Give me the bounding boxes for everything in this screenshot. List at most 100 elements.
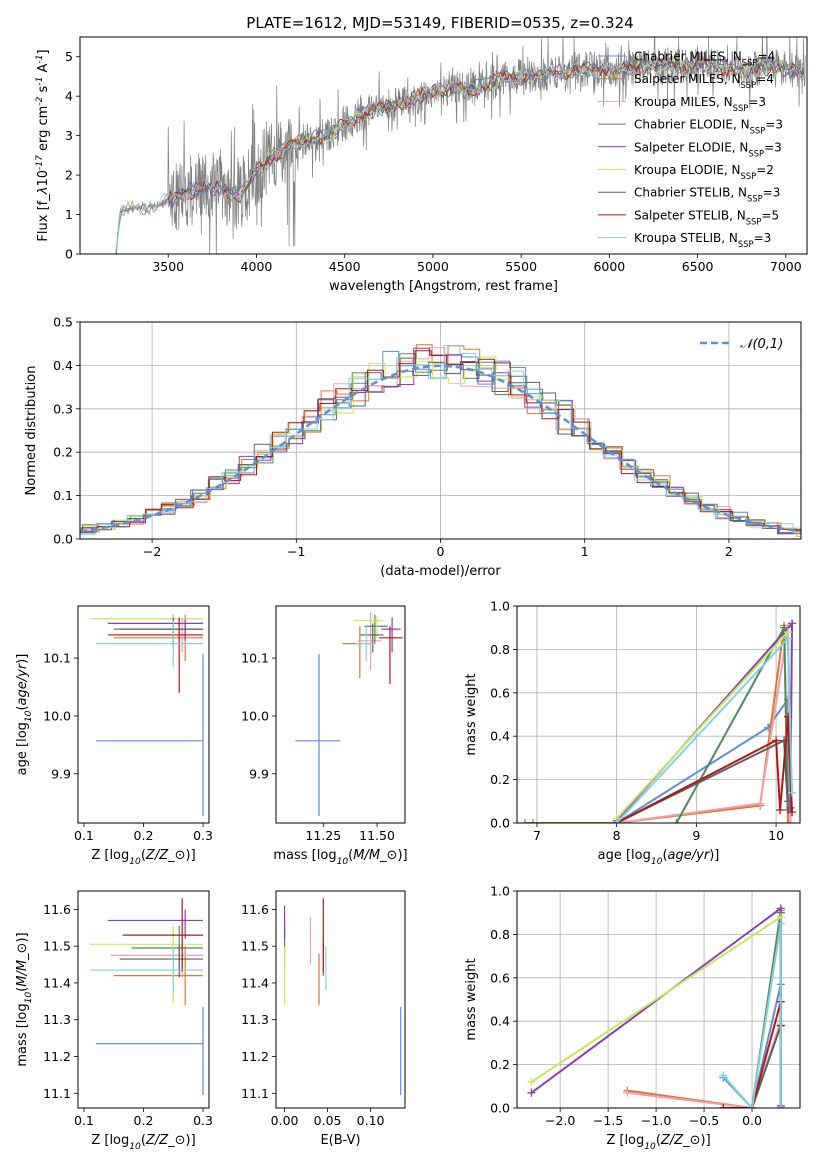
y-tick-label: 0.4 [490,1014,510,1029]
text-run: SSP [742,58,758,68]
text-run: =3 [764,140,782,154]
y-tick-label: 0.0 [490,816,510,831]
legend-label: Chabrier MILES, NSSP=4 [634,50,775,68]
y-tick-label: 9.9 [51,766,71,781]
y-axis-label: Flux [f_λ10-17 erg cm-2 s-1 A-1] [35,49,51,241]
plot-area [284,898,402,1096]
x-tick-label: 0.0 [742,1113,762,1128]
text-run: )] [701,1133,711,1148]
x-axis-label: Z [log10(Z/Z_⊙)] [91,1133,195,1152]
y-tick-label: 0.8 [490,642,510,657]
weight-marker-chabrier-elodie [672,819,681,823]
x-axis-label: Z [log10(Z/Z_⊙)] [606,1133,710,1152]
x-tick-label: 0.2 [134,828,154,843]
plot-area [520,619,797,823]
histogram-chabrier-miles [80,350,801,535]
weight-marker-kroupa-stelib [612,819,621,823]
text-run: Z/Z_⊙ [660,1133,701,1148]
weight-marker-salpeter-miles [528,819,537,823]
text-run: Z/Z_⊙ [145,1133,186,1148]
y-tick-label: 11.4 [43,975,71,990]
text-run: ( [662,848,667,863]
spectrum-panel: 3500 4000 4500 5000 5500 6000 6500 7000 0 1 2 3 4 5 wa… [35,36,808,294]
text-run: age/yr [15,662,30,705]
mass-vs-ebv-panel: 0.00 0.05 0.10 11.1 11.2 11.3 11.4 11.5 11.6 E(B-… [241,890,406,1148]
x-axis-label: (data-model)/error [380,564,501,579]
text-run: mass [log [15,1003,30,1066]
x-tick-label: 7 [533,828,541,843]
weight-marker-salpeter-stelib [776,805,785,814]
y-tick-label: 11.5 [241,939,269,954]
weight-line-kroupa-stelib [615,636,793,823]
y-tick-label: 11.1 [43,1086,71,1101]
y-tick-label: 10.1 [241,651,269,666]
x-tick-label: 6000 [593,259,625,274]
model-spectrum-chabrier-elodie [167,56,804,207]
text-run: )] [15,654,30,664]
text-run: E(B-V) [320,1133,360,1148]
y-axis-label: mass weight [464,673,479,755]
axes-frame [77,890,210,1109]
text-run: ( [15,705,30,710]
x-tick-label: 0 [437,544,445,559]
y-tick-label: 0.2 [490,1057,510,1072]
y-tick-label: 4 [65,89,73,104]
text-run: SSP [748,148,764,158]
y-tick-label: 11.2 [43,1049,71,1064]
y-tick-label: 11.6 [241,902,269,917]
figure-title: PLATE=1612, MJD=53149, FIBERID=0535, z=0… [246,14,633,32]
weight-marker-kroupa-miles [623,1088,632,1097]
y-tick-label: 5 [65,49,73,64]
y-tick-label: 11.3 [241,1012,269,1027]
x-tick-label: 0.3 [193,828,213,843]
text-run: erg cm [36,106,51,155]
weight-marker-chabrier-miles [520,819,529,823]
text-run: M/M_⊙ [15,943,30,987]
mass-weight-vs-metallicity-panel: −2.0 −1.5 −1.0 −0.5 0.0 0.0 0.2 0.4 0.6 0.8 1.0 Z [… [464,884,801,1152]
text-run: age [log [598,848,651,863]
text-run: =3 [754,231,772,245]
text-run: Chabrier MILES, N [634,50,742,64]
text-run: (data-model)/error [380,564,501,579]
y-tick-label: 10.0 [43,708,71,723]
histogram-kroupa-stelib [80,345,801,535]
axes-frame [275,605,406,824]
text-run: =3 [748,95,766,109]
y-tick-label: 11.4 [241,975,269,990]
axes-frame [516,605,801,824]
weight-marker-kroupa-stelib [784,634,793,643]
x-tick-label: −2.0 [545,1113,575,1128]
x-tick-label: 10 [768,828,784,843]
text-run: ( [656,1133,661,1148]
x-tick-label: −1.0 [641,1113,671,1128]
text-run: =3 [763,186,781,200]
text-run: Z [log [606,1133,644,1148]
x-tick-label: 0.1 [74,1113,94,1128]
text-run: ( [141,1133,146,1148]
text-run: SSP [741,171,757,181]
y-tick-label: 11.2 [241,1049,269,1064]
weight-marker-salpeter-miles [784,819,793,823]
text-run: mass weight [464,673,479,755]
plot-area [80,344,801,537]
text-run: =5 [761,208,779,222]
text-run: Flux [f [36,200,51,241]
y-tick-label: 0.6 [490,685,510,700]
y-tick-label: 11.1 [241,1086,269,1101]
y-tick-label: 0.5 [53,315,73,330]
legend-label: Kroupa STELIB, NSSP=3 [634,231,771,249]
legend-label: Salpeter MILES, NSSP=4 [634,72,774,90]
y-tick-label: 0.0 [490,1101,510,1116]
histogram-salpeter-stelib [80,350,801,533]
x-axis-label: wavelength [Angstrom, rest frame] [329,279,558,294]
text-run: )] [186,1133,196,1148]
text-run: SSP [741,80,757,90]
text-run: A [36,63,51,76]
x-axis-label: E(B-V) [320,1133,360,1148]
weight-marker-kroupa-miles [786,819,795,823]
x-tick-label: 0.1 [74,828,94,843]
axes-frame [275,890,406,1109]
y-tick-label: 0.2 [53,445,73,460]
x-tick-label: 0.2 [134,1113,154,1128]
weight-marker-kroupa-stelib [719,1071,728,1080]
